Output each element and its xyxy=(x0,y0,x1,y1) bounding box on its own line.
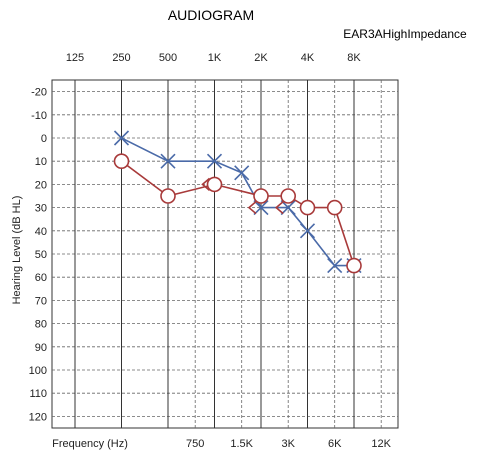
series-layer xyxy=(113,130,362,274)
y-tick-label: 30 xyxy=(35,203,47,215)
y-tick-label: 90 xyxy=(35,342,47,354)
o-marker xyxy=(160,188,176,204)
o-marker xyxy=(299,199,316,216)
o-marker xyxy=(206,176,223,193)
y-tick-label: 100 xyxy=(29,365,47,377)
x-marker xyxy=(206,153,223,169)
x-stroke xyxy=(206,153,223,169)
y-tick-label: 0 xyxy=(41,133,47,145)
x-top-tick-label: 250 xyxy=(112,52,130,64)
o-marker xyxy=(280,188,297,204)
x-marker xyxy=(253,200,269,216)
x-axis-label: Frequency (Hz) xyxy=(52,438,128,450)
x-stroke xyxy=(280,200,296,216)
x-bottom-tick-label: 750 xyxy=(186,438,204,450)
x-top-tick-label: 125 xyxy=(66,52,84,64)
series-line-0 xyxy=(121,137,354,267)
x-top-ticks: 125 250 500 1K 2K 4K 8K xyxy=(66,52,362,64)
y-tick-label: 50 xyxy=(35,249,47,261)
o-marker xyxy=(346,257,362,274)
x-bottom-tick-label: 12K xyxy=(371,438,391,450)
x-top-tick-label: 2K xyxy=(254,52,268,64)
x-top-tick-label: 4K xyxy=(301,52,315,64)
o-marker xyxy=(326,199,343,216)
y-tick-label: -20 xyxy=(31,87,47,99)
bone-conduction-marker xyxy=(274,200,284,215)
x-stroke xyxy=(234,165,250,181)
x-top-tick-label: 8K xyxy=(347,52,361,64)
bone-conduction-marker xyxy=(201,177,211,192)
x-marker xyxy=(234,165,250,181)
y-tick-label: 10 xyxy=(35,156,47,168)
x-bottom-ticks: 750 1.5K 3K 6K 12K xyxy=(186,438,392,450)
grid xyxy=(51,79,399,429)
x-stroke xyxy=(160,153,176,169)
x-marker xyxy=(280,200,296,216)
x-marker xyxy=(299,223,316,239)
y-axis-label: Hearing Level (dB HL) xyxy=(11,196,23,305)
x-bottom-tick-label: 3K xyxy=(281,438,295,450)
y-tick-label: -10 xyxy=(31,110,47,122)
chart-title: AUDIOGRAM xyxy=(168,7,254,23)
x-top-tick-label: 500 xyxy=(159,52,177,64)
x-marker xyxy=(160,153,176,169)
x-stroke xyxy=(299,223,316,239)
x-marker xyxy=(113,130,130,146)
x-stroke xyxy=(253,200,269,216)
y-tick-label: 60 xyxy=(35,272,47,284)
bone-conduction-marker xyxy=(247,200,257,215)
o-marker xyxy=(253,188,269,204)
y-tick-label: 70 xyxy=(35,295,47,307)
x-stroke xyxy=(327,258,343,274)
x-bottom-tick-label: 6K xyxy=(328,438,342,450)
y-ticks: -20 -10 0 10 20 30 40 50 60 70 80 90 100 110 120 xyxy=(29,87,47,424)
y-tick-label: 20 xyxy=(35,179,47,191)
y-tick-label: 120 xyxy=(29,411,47,423)
x-bottom-tick-label: 1.5K xyxy=(230,438,253,450)
chart-subtitle: EAR3AHighImpedance xyxy=(343,27,467,41)
x-stroke xyxy=(113,130,130,146)
y-tick-label: 80 xyxy=(35,319,47,331)
y-tick-label: 110 xyxy=(29,388,47,400)
o-marker xyxy=(113,153,130,169)
x-marker xyxy=(327,258,343,274)
x-top-tick-label: 1K xyxy=(208,52,222,64)
y-tick-label: 40 xyxy=(35,226,47,238)
